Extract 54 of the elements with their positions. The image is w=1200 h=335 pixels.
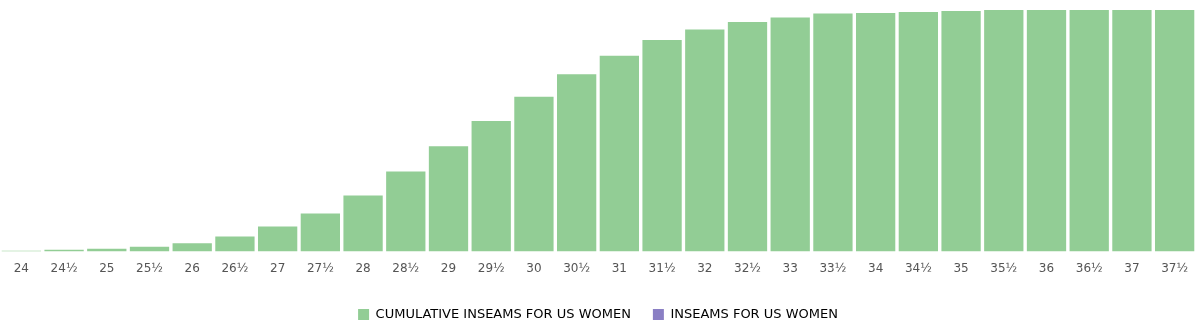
bar xyxy=(215,236,255,252)
bar xyxy=(898,11,939,252)
bar xyxy=(1112,10,1152,252)
bar xyxy=(386,171,426,252)
bar xyxy=(855,12,896,252)
bar xyxy=(813,13,853,252)
x-tick-label: 25½ xyxy=(136,260,163,275)
x-tick-label: 30 xyxy=(526,260,542,275)
legend-label: CUMULATIVE INSEAMS FOR US WOMEN xyxy=(375,305,631,321)
x-tick-label: 26 xyxy=(184,260,200,275)
bar xyxy=(556,74,597,252)
bar xyxy=(1154,10,1195,252)
bar xyxy=(300,213,341,252)
x-tick-label: 29½ xyxy=(477,260,505,275)
x-tick-label: 31½ xyxy=(648,260,676,275)
x-tick-label: 28 xyxy=(355,260,371,275)
bar xyxy=(599,55,640,252)
bar xyxy=(642,39,682,252)
bar xyxy=(514,96,554,252)
x-tick-label: 36½ xyxy=(1075,260,1103,275)
x-tick-label: 24 xyxy=(13,260,29,275)
x-tick-label: 35½ xyxy=(990,260,1018,275)
x-tick-label: 37½ xyxy=(1161,260,1189,275)
x-tick-label: 31 xyxy=(611,260,627,275)
bar xyxy=(941,10,981,252)
x-tick-label: 24½ xyxy=(50,260,78,275)
bar xyxy=(685,29,725,252)
bar xyxy=(257,226,298,252)
x-tick-label: 32½ xyxy=(734,260,761,275)
x-tick-label: 37 xyxy=(1124,260,1140,275)
x-tick-label: 26½ xyxy=(221,260,249,275)
bar xyxy=(984,10,1024,252)
x-tick-label: 30½ xyxy=(563,260,591,275)
bar xyxy=(727,22,768,252)
x-tick-label: 36 xyxy=(1038,260,1055,275)
x-tick-label: 25 xyxy=(99,260,115,275)
x-tick-label: 34½ xyxy=(904,260,932,275)
x-tick-label: 34 xyxy=(868,260,884,275)
bar xyxy=(1026,10,1067,252)
bar xyxy=(1069,10,1109,252)
bar xyxy=(471,120,511,252)
x-tick-label: 29 xyxy=(440,260,457,275)
bar xyxy=(428,146,469,252)
bar xyxy=(172,243,212,252)
bar xyxy=(770,17,810,252)
x-tick-label: 28½ xyxy=(392,260,420,275)
x-tick-label: 33 xyxy=(782,260,798,275)
x-tick-label: 35 xyxy=(953,260,969,275)
x-tick-label: 27 xyxy=(270,260,286,275)
bar xyxy=(343,195,383,252)
x-tick-label: 27½ xyxy=(306,260,334,275)
legend-label: INSEAMS FOR US WOMEN xyxy=(670,305,838,321)
x-tick-label: 33½ xyxy=(819,260,847,275)
x-tick-label: 32 xyxy=(697,260,713,275)
